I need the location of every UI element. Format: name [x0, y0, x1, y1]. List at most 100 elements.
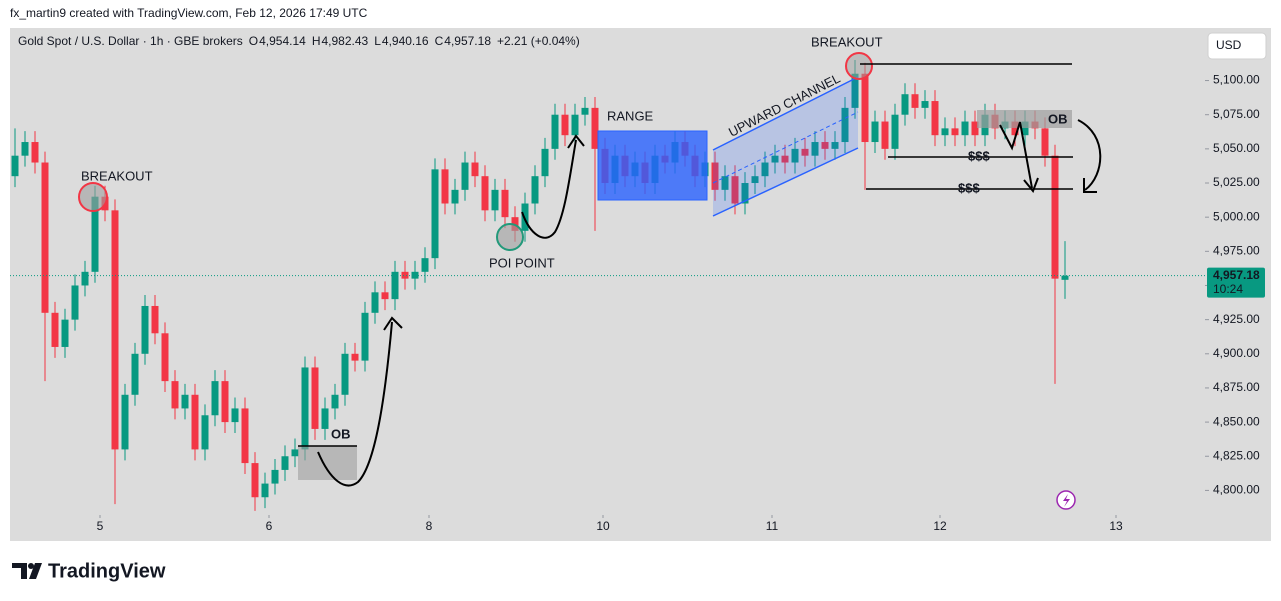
candle-body [331, 394, 339, 409]
x-tick-label: 11 [766, 519, 779, 533]
x-tick-label: 5 [97, 519, 104, 533]
y-tick-label: 4,850.00 [1213, 414, 1260, 428]
y-tick-label: 5,000.00 [1213, 209, 1260, 223]
annotation-label: BREAKOUT [81, 168, 153, 183]
candle-body [281, 456, 289, 470]
arrow-head [383, 316, 403, 331]
ohlc-value: 4,940.16 [382, 34, 429, 48]
candle-body [451, 189, 459, 204]
candle-body [781, 155, 789, 163]
ohlc-value: 4,954.14 [259, 34, 306, 48]
y-tick-label: 4,800.00 [1213, 483, 1260, 497]
candle-body [271, 469, 279, 484]
y-tick-label: 4,875.00 [1213, 380, 1260, 394]
candle-body [401, 271, 409, 279]
candle-body [181, 394, 189, 409]
y-tick-label: 4,825.00 [1213, 448, 1260, 462]
candle-body [1061, 275, 1069, 280]
last-price-tag [1207, 267, 1265, 298]
candle-body [741, 183, 749, 204]
candle-body [441, 169, 449, 204]
x-tick-label: 10 [596, 519, 610, 533]
countdown: 10:24 [1213, 282, 1243, 296]
candle-body [921, 101, 929, 108]
candle-body [81, 271, 89, 286]
chart-background [10, 28, 1271, 541]
candle-body [831, 142, 839, 149]
candle-body [871, 121, 879, 143]
candle-body [861, 73, 869, 143]
ob-box [977, 110, 1072, 128]
y-tick-label: 5,025.00 [1213, 175, 1260, 189]
symbol-title: Gold Spot / U.S. Dollar · 1h · GBE broke… [18, 34, 243, 48]
arrow [1077, 119, 1102, 191]
candle-body [551, 114, 559, 149]
candle-body [571, 114, 579, 136]
logo-mark [29, 563, 42, 579]
candle-body [761, 162, 769, 177]
candle-body [71, 285, 79, 320]
candle-body [851, 73, 859, 108]
y-tick-label: 4,925.00 [1213, 312, 1260, 326]
legend-header: Gold Spot / U.S. Dollar · 1h · GBE broke… [18, 34, 580, 48]
annotation-label: POI POINT [489, 255, 555, 270]
candle-body [391, 271, 399, 300]
change: +2.21 (+0.04%) [497, 34, 580, 48]
candle-body [531, 176, 539, 204]
arrow-head [1023, 177, 1039, 193]
candle-body [21, 142, 29, 156]
channel-mid [712, 111, 859, 184]
breakout-circle [845, 52, 873, 80]
breakout-circle [78, 182, 108, 212]
candle-body [41, 162, 49, 313]
logo-mark [12, 563, 27, 579]
candle-body [341, 353, 349, 395]
ohlc-key: L [374, 34, 381, 48]
ohlc-key: C [435, 34, 444, 48]
candle-body [461, 162, 469, 190]
candle-body [931, 101, 939, 136]
ohlc-key: O [249, 34, 258, 48]
y-tick-label: 4,900.00 [1213, 346, 1260, 360]
y-tick-label: 5,100.00 [1213, 73, 1260, 87]
annotation-label: $$$ [968, 148, 990, 163]
candle-body [161, 333, 169, 382]
x-tick-label: 12 [933, 519, 947, 533]
ohlc-value: 4,957.18 [444, 34, 491, 48]
candle-body [1051, 155, 1059, 279]
ohlc-value: 4,982.43 [321, 34, 368, 48]
candle-body [351, 353, 359, 361]
candle-body [291, 449, 299, 457]
candle-body [311, 367, 319, 429]
candle-body [951, 128, 959, 136]
candle-body [961, 121, 969, 136]
candle-body [221, 381, 229, 423]
brand-logo: TradingView [12, 560, 166, 582]
candle-body [791, 148, 799, 163]
candle-body [31, 142, 39, 163]
annotation-label: RANGE [607, 108, 654, 123]
y-tick-label: 4,975.00 [1213, 243, 1260, 257]
candle-body [911, 94, 919, 108]
candle-body [1041, 128, 1049, 156]
arrow-head [567, 134, 585, 149]
candle-body [121, 394, 129, 450]
candle-body [141, 305, 149, 354]
candle-body [361, 312, 369, 361]
currency-button[interactable] [1207, 32, 1267, 60]
candle-body [111, 210, 119, 450]
last-price-label: 4,957.18 [1213, 268, 1260, 282]
alert-bolt [1063, 494, 1070, 507]
candle-body [501, 189, 509, 218]
candle-body [941, 128, 949, 136]
candle-body [191, 394, 199, 450]
range-box [597, 130, 708, 201]
y-tick-label: 5,050.00 [1213, 141, 1260, 155]
candle-body [581, 107, 589, 115]
ohlc-key: H [312, 34, 321, 48]
candle-body [731, 176, 739, 204]
arrow [521, 139, 577, 239]
candle-body [821, 142, 829, 149]
